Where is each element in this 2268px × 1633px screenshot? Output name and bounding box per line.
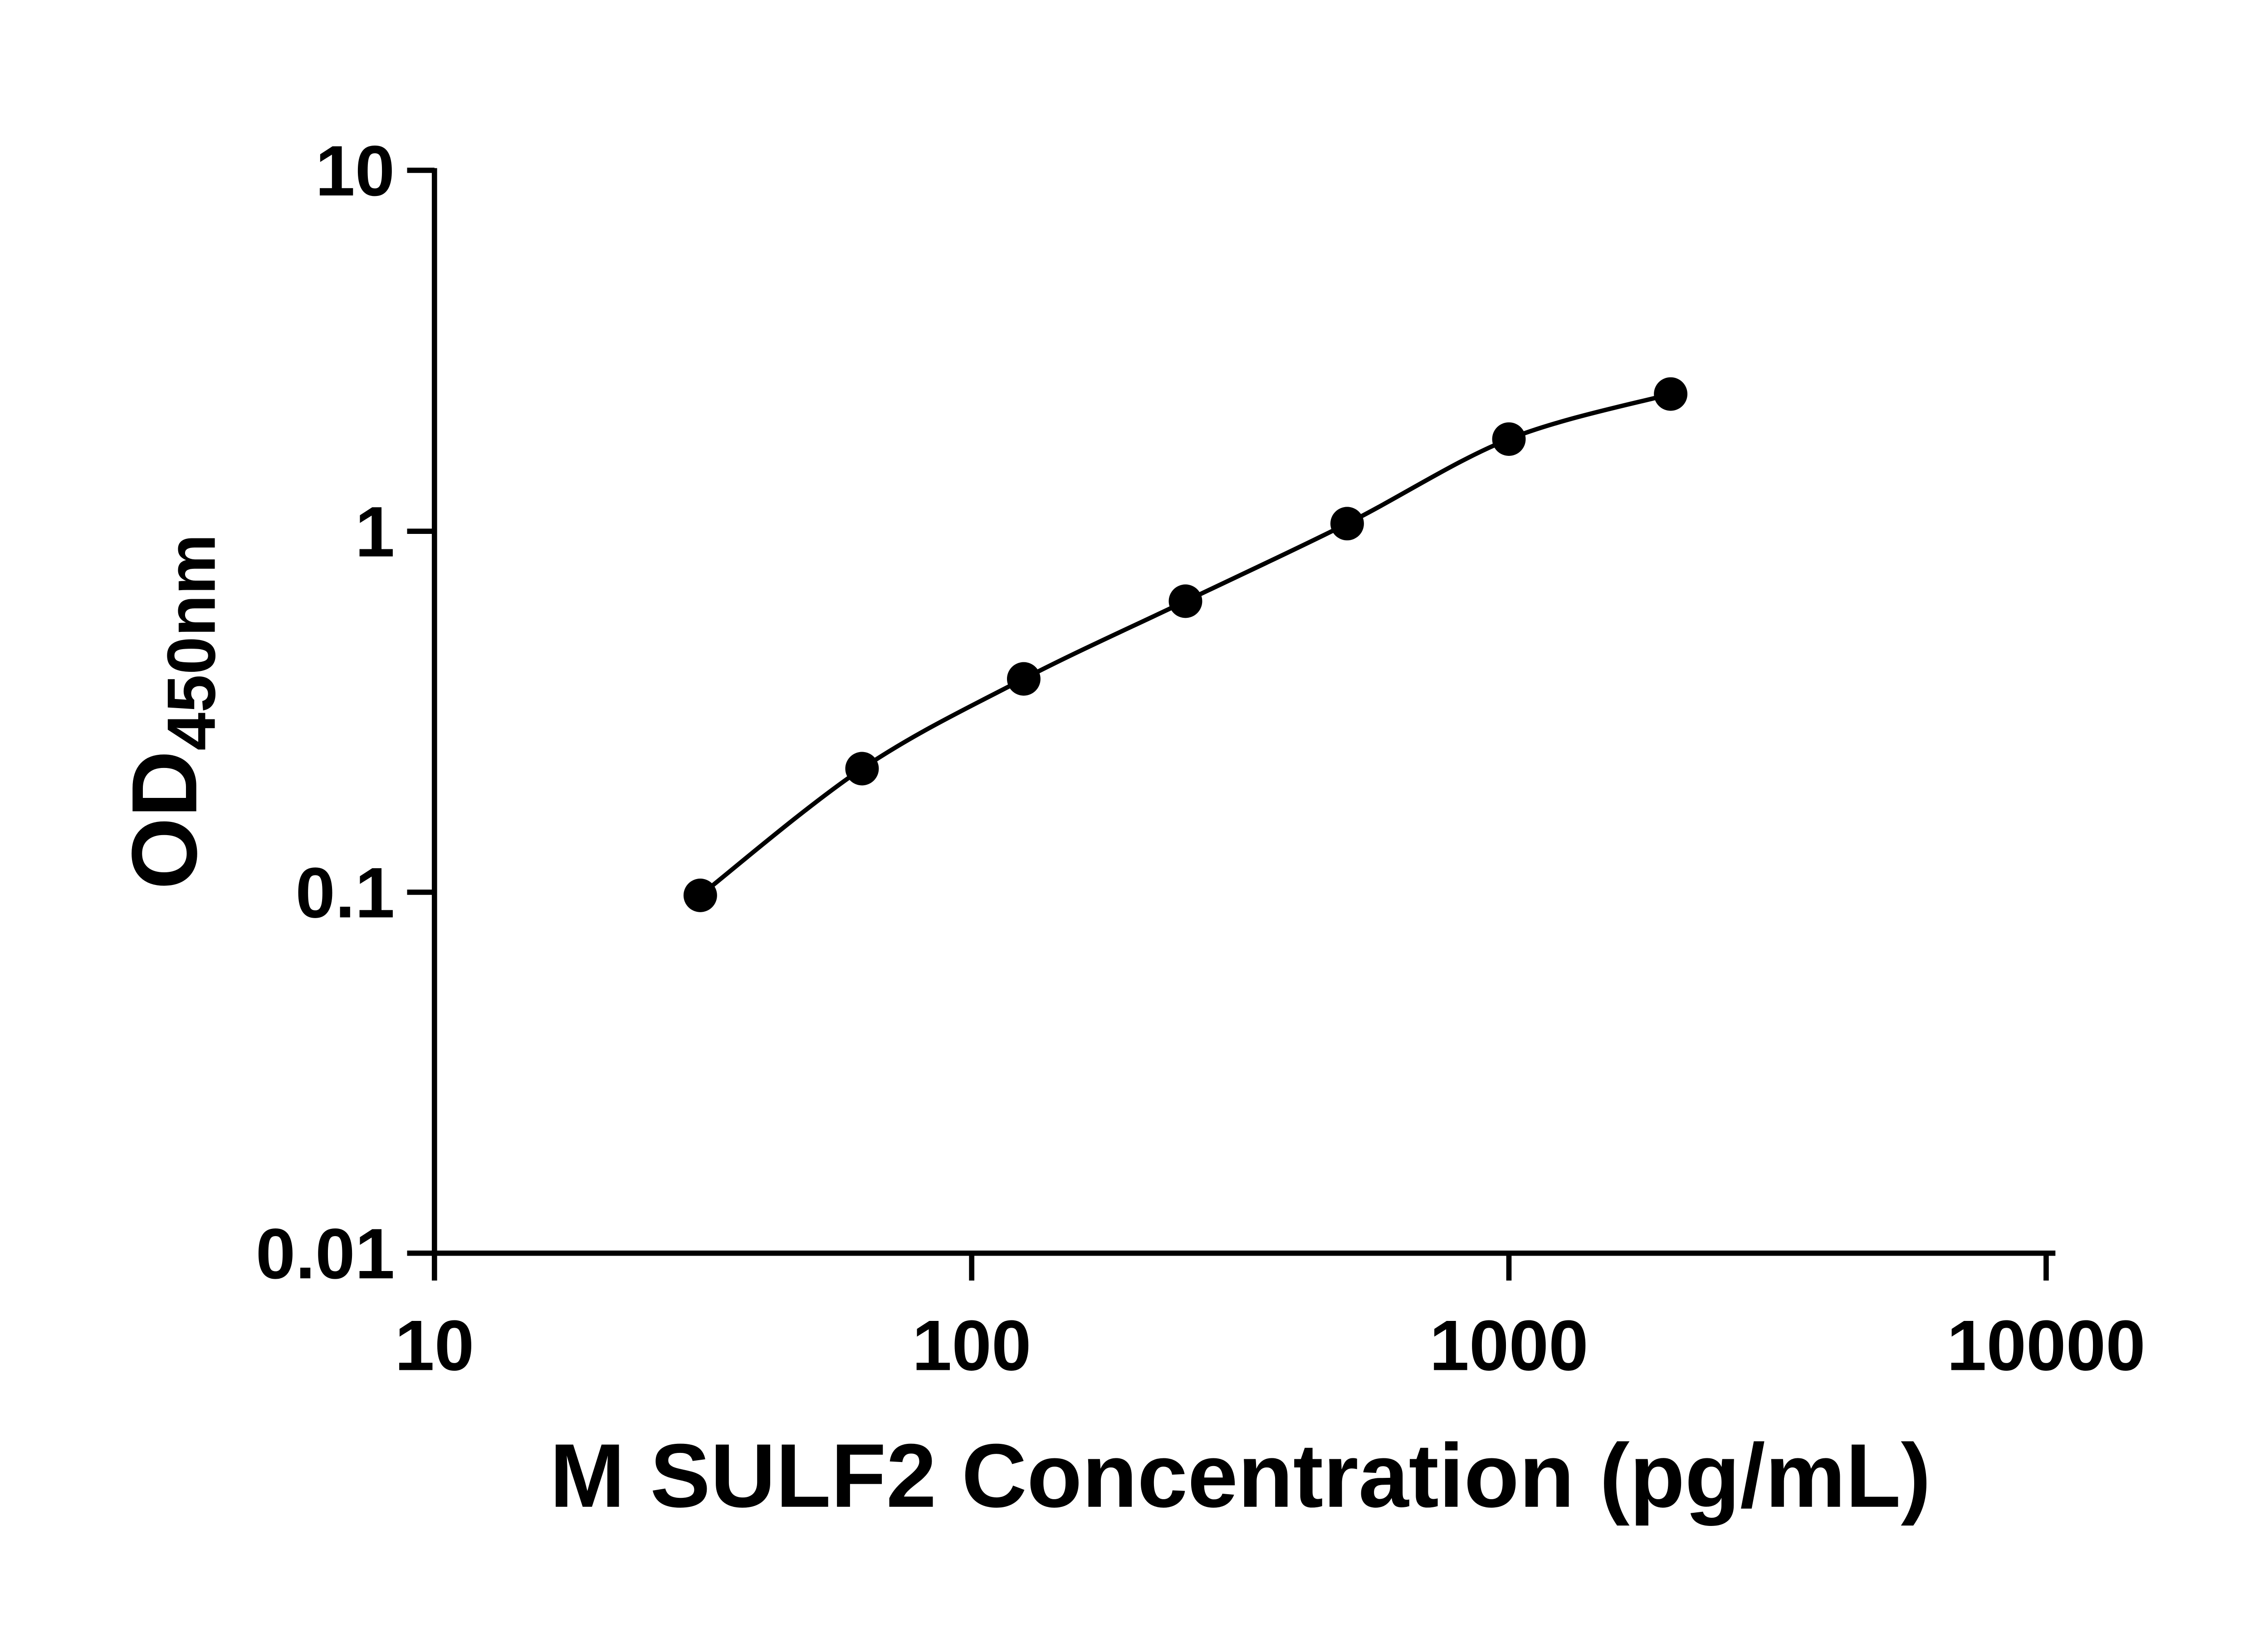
y-axis-title: OD450nm xyxy=(113,534,230,890)
y-axis-title-main: OD xyxy=(113,751,216,890)
y-axis-title-subscript: 450nm xyxy=(153,534,230,751)
data-point xyxy=(1330,507,1364,541)
x-tick-label: 1000 xyxy=(1429,1305,1588,1385)
data-point xyxy=(1168,584,1202,618)
data-point xyxy=(683,878,717,912)
chart-background xyxy=(0,22,2268,1611)
data-point xyxy=(1654,377,1688,411)
data-point xyxy=(845,752,879,786)
y-tick-label: 10 xyxy=(315,131,395,211)
x-tick-label: 100 xyxy=(912,1305,1031,1385)
y-tick-label: 0.1 xyxy=(295,853,395,933)
y-tick-label: 1 xyxy=(355,492,395,572)
x-tick-label: 10 xyxy=(395,1305,474,1385)
y-tick-label: 0.01 xyxy=(256,1214,395,1294)
x-axis-title: M SULF2 Concentration (pg/mL) xyxy=(550,1426,1931,1526)
data-point xyxy=(1007,662,1041,696)
data-point xyxy=(1492,422,1526,456)
x-tick-label: 10000 xyxy=(1947,1305,2146,1385)
